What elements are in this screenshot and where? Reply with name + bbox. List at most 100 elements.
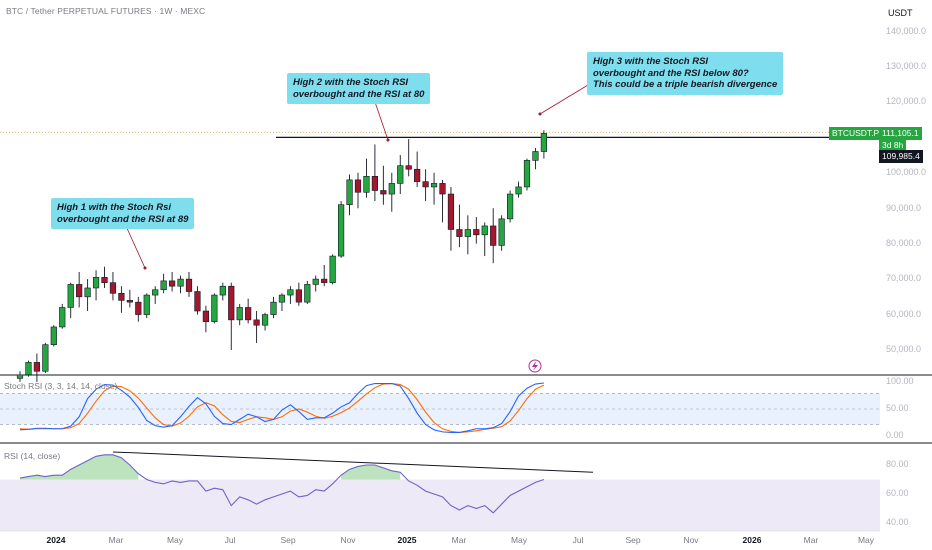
candle-body <box>236 307 243 321</box>
price-axis-label: 100,000.0 <box>886 167 927 177</box>
candle-body <box>177 278 184 287</box>
callout-pointer-dot <box>386 138 390 142</box>
candle-body <box>473 229 480 236</box>
candle-body <box>143 294 150 315</box>
time-axis-label: May <box>510 535 528 545</box>
candle-body <box>397 165 404 184</box>
rsi-overbought-fill <box>341 465 401 480</box>
candle-body <box>532 151 539 161</box>
rsi-overbought-fill <box>20 454 139 480</box>
callout-line: High 3 with the Stoch RSI <box>593 56 709 67</box>
candle-body <box>464 229 471 237</box>
candle-body <box>109 282 117 294</box>
last-price-tag: 111,105.1 <box>879 127 922 140</box>
countdown-tag: 3d 8h <box>879 139 907 152</box>
candle-body <box>50 326 57 345</box>
callout-high3[interactable]: High 3 with the Stoch RSI overbought and… <box>587 52 784 95</box>
time-axis-label: Sep <box>625 535 641 545</box>
rsi-line <box>19 454 545 514</box>
price-axis-label: 120,000.0 <box>886 96 927 106</box>
time-axis-label: 2024 <box>46 535 66 545</box>
price-axis-label: 60,000.0 <box>886 309 922 319</box>
candle-body <box>371 176 379 191</box>
candle-body <box>312 278 319 285</box>
candle-body <box>194 291 201 312</box>
candle-body <box>253 319 260 326</box>
rsi-divergence-line <box>112 451 594 473</box>
candle-body <box>490 225 497 246</box>
candle-body <box>169 280 176 287</box>
candle-body <box>287 289 294 296</box>
candle-body <box>430 183 438 188</box>
rsi-axis-label: 40.00 <box>886 517 909 527</box>
candle-body <box>118 292 125 301</box>
time-axis-label: Jul <box>572 535 584 545</box>
time-axis-label: Nov <box>683 535 699 545</box>
candle-body <box>211 294 218 322</box>
candle-body <box>498 218 505 246</box>
symbol-price-tag: BTCUSDT.P <box>829 127 883 140</box>
time-axis-label: May <box>857 535 875 545</box>
candle-body <box>354 179 362 193</box>
price-axis-label: 70,000.0 <box>886 273 922 283</box>
rsi-label[interactable]: RSI (14, close) <box>4 451 61 461</box>
candle-body <box>135 301 142 315</box>
candle-body <box>388 183 395 195</box>
callout-line: This could be a triple bearish divergenc… <box>593 79 778 90</box>
rsi-band <box>0 479 880 531</box>
candle-body <box>270 301 277 315</box>
time-axis-label: Jul <box>224 535 236 545</box>
callout-line: High 1 with the Stoch Rsi <box>57 202 172 213</box>
candle-body <box>16 374 24 379</box>
candle-body <box>261 314 269 326</box>
candle-body <box>33 362 40 372</box>
currency-label: USDT <box>888 8 913 18</box>
stoch-axis-label: 50.00 <box>886 403 909 413</box>
candle-body <box>219 285 226 296</box>
candle-body <box>414 168 421 182</box>
candle-body <box>59 307 66 328</box>
time-axis-label: Mar <box>108 535 124 545</box>
candle-body <box>321 278 328 283</box>
candle-body <box>304 284 311 303</box>
candle-body <box>76 284 83 298</box>
candle-body <box>422 181 429 188</box>
price-axis-label: 130,000.0 <box>886 61 927 71</box>
callout-pointer <box>374 101 389 141</box>
callout-high1[interactable]: High 1 with the Stoch Rsi overbought and… <box>51 198 195 229</box>
candle-body <box>160 280 167 291</box>
callout-pointer <box>539 84 589 115</box>
candle-body <box>278 294 286 303</box>
candle-body <box>245 307 252 321</box>
time-axis-label: Mar <box>451 535 467 545</box>
level-price-tag: 109,985.4 <box>879 150 923 163</box>
candle-body <box>202 310 210 322</box>
candle-body <box>42 344 49 372</box>
time-axis-label: May <box>166 535 184 545</box>
callout-high2[interactable]: High 2 with the Stoch RSI overbought and… <box>287 73 431 104</box>
candle-body <box>380 190 387 195</box>
callout-line: High 2 with the Stoch RSI <box>293 77 409 88</box>
rsi-axis-label: 80.00 <box>886 459 909 469</box>
callout-line: overbought and the RSI at 80 <box>293 88 425 100</box>
candle-body <box>456 229 463 237</box>
callout-pointer <box>125 225 146 269</box>
callout-pointer-dot <box>538 112 542 116</box>
stoch-rsi-label[interactable]: Stoch RSI (3, 3, 14, 14, close) <box>4 381 118 391</box>
time-axis-label: Sep <box>280 535 296 545</box>
callout-pointer-dot <box>143 266 147 270</box>
candle-body <box>363 176 370 193</box>
price-axis-label: 90,000.0 <box>886 203 922 213</box>
rsi-axis-label: 60.00 <box>886 488 909 498</box>
candle-body <box>523 160 531 188</box>
lightning-icon <box>532 361 538 371</box>
chart-title: BTC / Tether PERPETUAL FUTURES · 1W · ME… <box>6 6 206 16</box>
time-axis-label: Nov <box>340 535 356 545</box>
candle-body <box>152 289 159 296</box>
candle-body <box>506 193 514 220</box>
candle-body <box>481 225 488 236</box>
candle-body <box>25 362 32 376</box>
candle-body <box>439 183 446 195</box>
